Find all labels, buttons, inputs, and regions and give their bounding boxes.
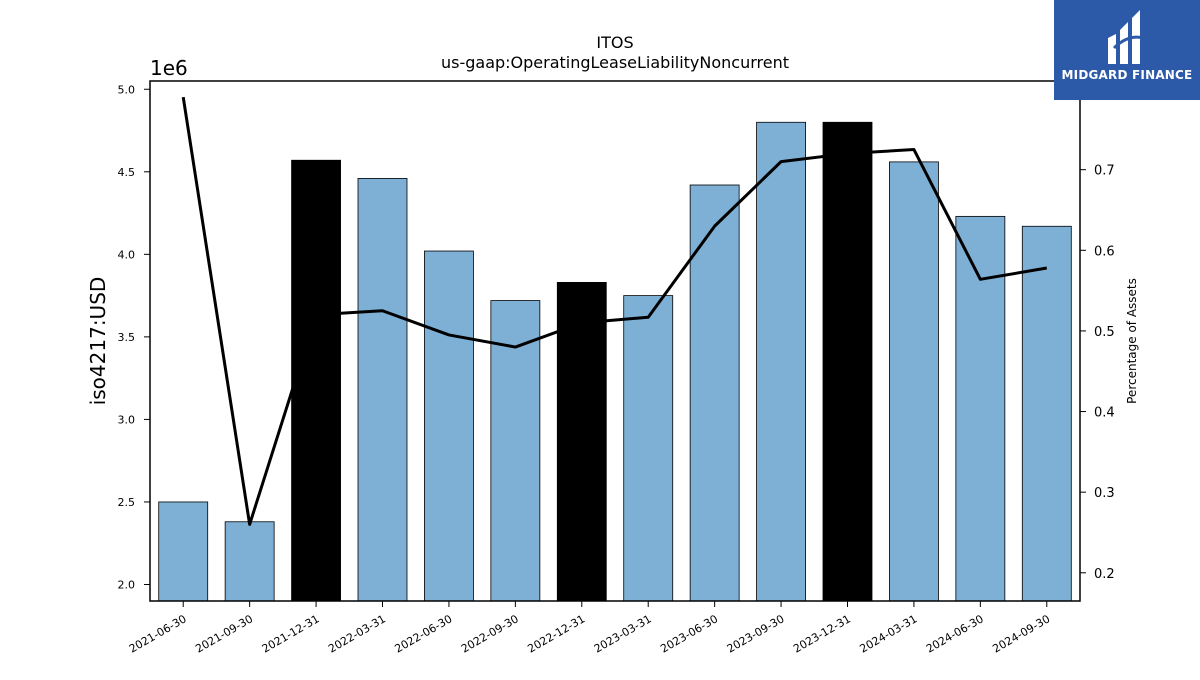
bar [955, 215, 1006, 602]
y-tick-label: 5.0 [118, 83, 136, 96]
x-tick-label: 2021-09-30 [193, 612, 255, 655]
y-offset-label: 1e6 [150, 56, 188, 80]
y2-tick-label: 0.2 [1094, 567, 1115, 582]
x-tick-label: 2021-06-30 [127, 612, 189, 655]
x-ticks-group: 2021-06-30 2021-09-30 2021-12-31 2022-03-31… [127, 601, 1052, 656]
percentage-line [181, 96, 1048, 526]
midgard-finance-logo: MIDGARD FINANCE [1054, 0, 1200, 100]
bars-group [158, 121, 1072, 602]
x-tick-label: 2024-06-30 [924, 612, 986, 655]
chart-subtitle: us-gaap:OperatingLeaseLiabilityNoncurren… [441, 53, 789, 72]
y-tick-label: 4.5 [118, 166, 136, 179]
x-tick-label: 2024-03-31 [858, 612, 920, 655]
y2-axis-label: Percentage of Assets [1125, 278, 1139, 404]
bar [689, 184, 740, 602]
y2-tick-label: 0.6 [1094, 244, 1115, 259]
bar [623, 295, 674, 602]
y-tick-label: 2.0 [118, 578, 136, 591]
bar [556, 281, 607, 602]
bar [1021, 225, 1072, 602]
chart-title: ITOS [596, 33, 633, 52]
bar [224, 521, 275, 602]
y-ticks-group: 2.0 2.5 3.0 3.5 4.0 4.5 5.0 [118, 83, 150, 591]
x-tick-label: 2023-12-31 [791, 612, 853, 655]
y2-ticks-group: 0.2 0.3 0.4 0.5 0.6 0.7 [1080, 164, 1115, 582]
x-tick-label: 2022-03-31 [326, 612, 388, 655]
line-group [181, 96, 1048, 526]
y-axis-label: iso4217:USD [86, 277, 110, 406]
y2-tick-label: 0.5 [1094, 325, 1115, 340]
x-tick-label: 2023-09-30 [725, 612, 787, 655]
bar [490, 300, 541, 602]
y-tick-label: 2.5 [118, 496, 136, 509]
bar [889, 161, 939, 602]
y-tick-label: 4.0 [118, 248, 136, 261]
x-tick-label: 2024-09-30 [990, 612, 1052, 655]
logo-text: MIDGARD FINANCE [1061, 68, 1193, 82]
x-tick-label: 2021-12-31 [260, 612, 322, 655]
y2-tick-label: 0.3 [1094, 486, 1115, 501]
plot-frame [149, 80, 1081, 602]
bar [424, 250, 474, 602]
y2-tick-label: 0.4 [1094, 406, 1115, 421]
bar [158, 501, 209, 602]
bar [357, 177, 408, 602]
bar [822, 121, 873, 602]
bar [291, 159, 341, 602]
x-tick-label: 2022-06-30 [393, 612, 455, 655]
y2-tick-label: 0.7 [1094, 164, 1115, 179]
logo-mark-icon [1108, 10, 1145, 64]
y-tick-label: 3.5 [118, 331, 136, 344]
bar [756, 121, 806, 602]
y-tick-label: 3.0 [118, 413, 136, 426]
x-tick-label: 2022-12-31 [525, 612, 587, 655]
x-tick-label: 2023-06-30 [658, 612, 720, 655]
x-tick-label: 2023-03-31 [592, 612, 654, 655]
x-tick-label: 2022-09-30 [459, 612, 521, 655]
